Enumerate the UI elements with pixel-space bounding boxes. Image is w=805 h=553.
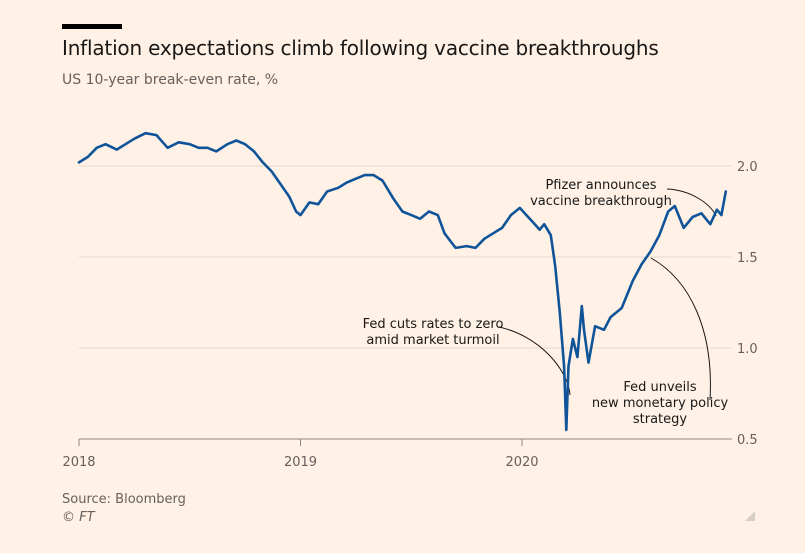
resize-handle-icon: [745, 511, 755, 521]
annotation-connector: [666, 188, 717, 217]
x-tick-label: 2018: [62, 455, 95, 470]
y-tick-label: 2.0: [737, 160, 758, 175]
series-lines: [77, 131, 728, 432]
grid-lines: [79, 165, 732, 440]
source-note: Source: Bloomberg: [62, 492, 186, 507]
annotation-connector: [498, 326, 571, 396]
y-axis: 2.0 1.5 1.0 0.5: [737, 160, 758, 448]
x-axis: 2018 2019 2020: [62, 439, 539, 470]
copyright-note: © FT: [62, 510, 95, 525]
annotation-pfizer-line: Pfizer announces: [545, 178, 656, 193]
annotation-pfizer-line: vaccine breakthrough: [530, 194, 672, 209]
annotation-fed-cuts-line: amid market turmoil: [366, 333, 499, 348]
annotation-fed-strategy-line: new monetary policy: [592, 396, 729, 411]
series-line: [77, 131, 728, 432]
chart-title: Inflation expectations climb following v…: [62, 36, 659, 60]
y-tick-label: 1.0: [737, 342, 758, 357]
y-tick-label: 1.5: [737, 251, 758, 266]
header-rule: [62, 24, 122, 29]
x-tick-label: 2019: [284, 455, 317, 470]
annotation-fed-strategy-line: Fed unveils: [623, 380, 697, 395]
y-tick-label: 0.5: [737, 433, 758, 448]
annotation-fed-cuts-line: Fed cuts rates to zero: [363, 317, 504, 332]
annotation-connector: [650, 257, 711, 401]
x-tick-label: 2020: [505, 455, 538, 470]
chart-subtitle: US 10-year break-even rate, %: [62, 72, 279, 88]
annotation-fed-strategy-line: strategy: [633, 412, 688, 427]
